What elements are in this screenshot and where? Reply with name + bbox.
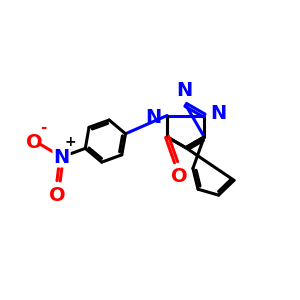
Text: N: N [176,81,192,101]
Text: N: N [53,148,70,166]
Text: N: N [211,103,227,123]
Text: O: O [26,133,42,152]
Text: -: - [40,120,46,135]
Text: O: O [171,167,187,186]
Text: N: N [146,107,162,127]
Text: O: O [49,186,65,205]
Text: +: + [64,135,76,149]
